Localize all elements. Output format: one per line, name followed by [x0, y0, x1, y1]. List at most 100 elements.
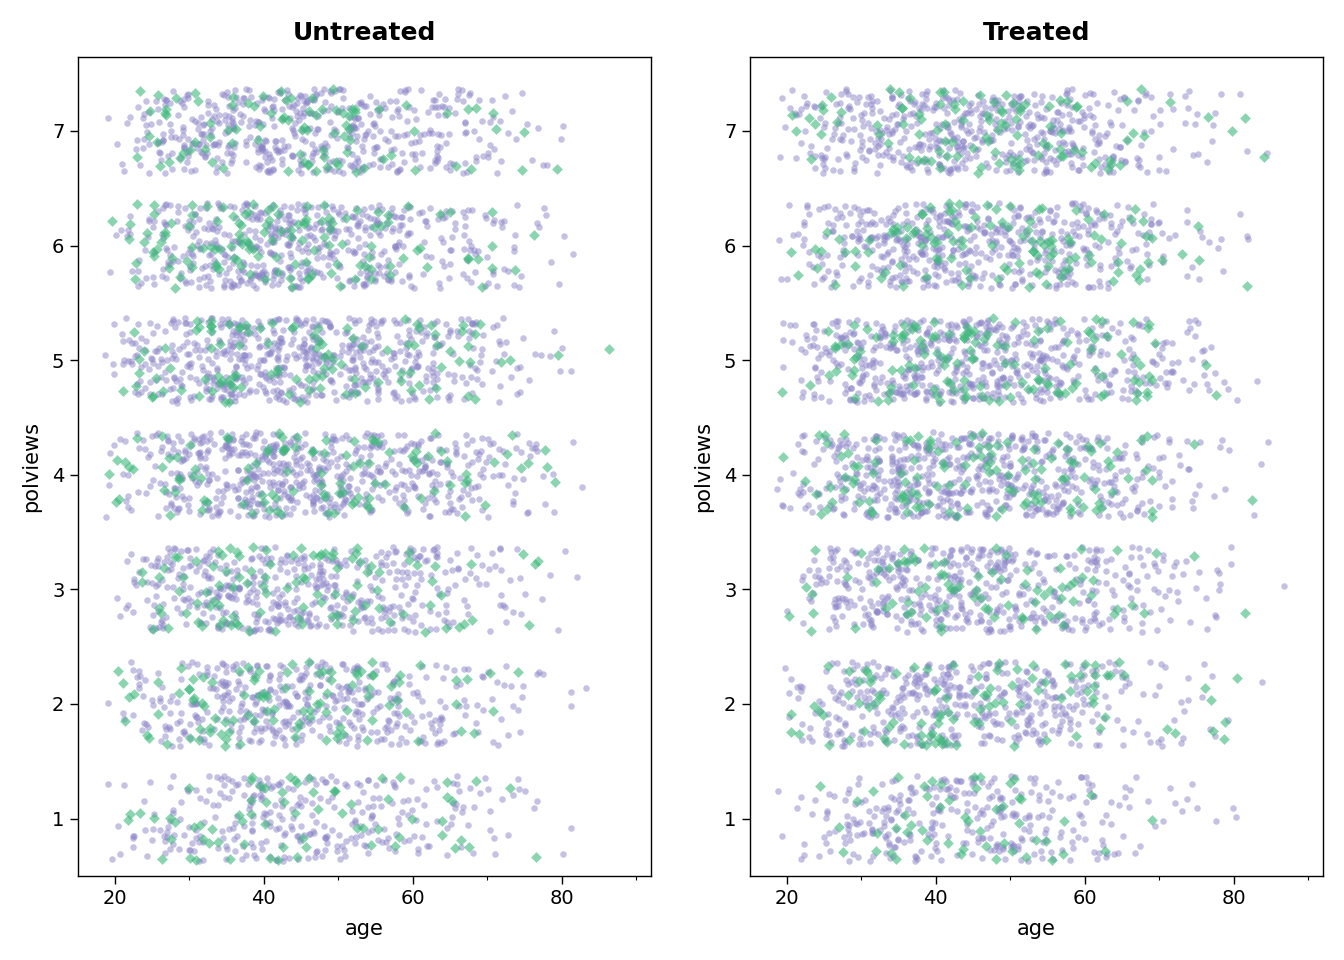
- Point: [828, 438, 849, 453]
- Point: [409, 133, 430, 149]
- Point: [363, 667, 384, 683]
- Point: [1021, 477, 1043, 492]
- Point: [841, 661, 863, 677]
- Point: [1083, 476, 1105, 492]
- Point: [274, 597, 296, 612]
- Point: [938, 687, 960, 703]
- Point: [281, 721, 302, 736]
- Point: [219, 791, 241, 806]
- Point: [1043, 612, 1064, 628]
- Point: [941, 316, 962, 331]
- Point: [362, 823, 383, 838]
- Point: [831, 86, 852, 102]
- Point: [960, 137, 981, 153]
- Point: [453, 661, 474, 677]
- Point: [285, 391, 306, 406]
- Point: [184, 696, 206, 711]
- Point: [363, 343, 384, 358]
- Point: [351, 696, 372, 711]
- Point: [245, 224, 266, 239]
- Point: [1105, 471, 1126, 487]
- Point: [273, 109, 294, 125]
- Point: [414, 554, 435, 569]
- Point: [282, 612, 304, 627]
- Point: [411, 829, 433, 845]
- Point: [151, 851, 172, 866]
- Point: [1068, 595, 1090, 611]
- Point: [1005, 563, 1027, 578]
- Point: [396, 228, 418, 243]
- Point: [1156, 163, 1177, 179]
- Point: [1048, 593, 1070, 609]
- Point: [1028, 312, 1050, 327]
- Point: [1048, 377, 1070, 393]
- Point: [345, 829, 367, 845]
- Point: [863, 808, 884, 824]
- Point: [942, 655, 964, 670]
- Point: [888, 378, 910, 394]
- Point: [505, 131, 527, 146]
- Point: [251, 841, 273, 856]
- Point: [984, 352, 1005, 368]
- Point: [970, 591, 992, 607]
- Point: [1000, 455, 1021, 470]
- Point: [886, 555, 907, 570]
- Point: [1052, 321, 1074, 336]
- Point: [1032, 694, 1054, 709]
- Point: [921, 829, 942, 845]
- Point: [960, 659, 981, 674]
- Point: [1004, 730, 1025, 745]
- Point: [163, 580, 184, 595]
- Point: [927, 508, 949, 523]
- Point: [230, 380, 251, 396]
- Point: [192, 240, 214, 255]
- Point: [878, 661, 899, 677]
- Point: [793, 484, 814, 499]
- Point: [923, 601, 945, 616]
- Point: [258, 346, 280, 361]
- Point: [1129, 317, 1150, 332]
- Point: [380, 205, 402, 221]
- Point: [1046, 492, 1067, 508]
- Point: [802, 338, 824, 353]
- Point: [438, 389, 460, 404]
- Point: [379, 258, 401, 274]
- Point: [493, 88, 515, 104]
- Point: [898, 90, 919, 106]
- Point: [1079, 325, 1101, 341]
- Point: [253, 116, 274, 132]
- Point: [325, 693, 347, 708]
- Point: [305, 387, 327, 402]
- Point: [1207, 562, 1228, 577]
- Point: [298, 684, 320, 699]
- Point: [398, 327, 419, 343]
- Point: [1234, 110, 1255, 126]
- Point: [250, 564, 271, 579]
- Point: [980, 501, 1001, 516]
- Point: [833, 469, 855, 485]
- Point: [224, 483, 246, 498]
- Point: [425, 558, 446, 573]
- Point: [200, 319, 222, 334]
- Point: [1008, 687, 1030, 703]
- Point: [199, 472, 220, 488]
- Point: [814, 160, 836, 176]
- Point: [1156, 334, 1177, 349]
- Point: [813, 707, 835, 722]
- Point: [246, 211, 267, 227]
- Point: [476, 210, 497, 226]
- Point: [286, 776, 308, 791]
- Point: [1068, 737, 1090, 753]
- Point: [554, 543, 575, 559]
- Point: [902, 604, 923, 619]
- Point: [146, 359, 168, 374]
- Point: [223, 554, 245, 569]
- Point: [956, 551, 977, 566]
- Point: [956, 706, 977, 721]
- Point: [403, 549, 425, 564]
- Point: [503, 243, 524, 258]
- Point: [384, 241, 406, 256]
- Point: [810, 126, 832, 141]
- Point: [931, 736, 953, 752]
- Point: [954, 696, 976, 711]
